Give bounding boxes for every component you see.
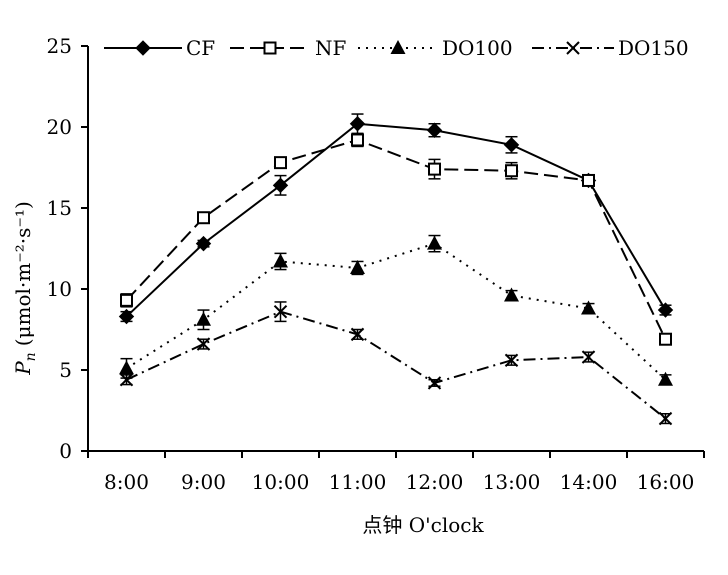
legend-label: CF [186,36,215,60]
data-point [272,177,289,194]
data-point [349,116,366,132]
data-point [658,371,673,386]
series-do150 [119,301,673,426]
legend-item-nf: NF [230,36,347,60]
legend-item-do150: DO150 [532,36,689,60]
y-axis-symbol: P [11,361,35,376]
data-point [427,235,442,250]
data-point [581,350,596,364]
data-point [350,259,365,274]
data-point [118,308,135,325]
y-tick-label: 5 [59,358,72,382]
legend-marker [263,41,277,55]
data-point [274,156,287,170]
y-axis-units: (μmol·m⁻²·s⁻¹) [11,201,35,346]
data-point [350,327,365,342]
y-tick-label: 0 [59,439,72,463]
legend-item-cf: CF [104,36,215,60]
data-point [657,302,674,318]
legend-marker [135,40,151,56]
data-point [581,300,596,315]
data-point [273,304,288,319]
series-do100 [119,234,673,386]
data-point [273,253,288,268]
x-tick-label: 10:00 [252,470,310,494]
legend-marker [390,40,406,54]
x-tick-label: 13:00 [483,470,541,494]
x-axis-title: 点钟 O'clock [362,513,484,537]
x-tick-label: 11:00 [329,470,387,494]
y-tick-label: 20 [47,115,72,139]
data-point [196,311,211,326]
axes: 0 5 10 15 20 25 8:00 9:00 10:00 11:00 12:00 13:00 14… [47,34,705,494]
x-tick-label: 12:00 [406,470,464,494]
legend-marker [566,41,580,55]
legend-label: DO100 [442,36,513,60]
series-nf [120,132,672,346]
series-layer [118,113,674,426]
series-line [126,310,667,420]
data-point [351,133,364,147]
data-point [119,360,134,375]
data-point [195,235,212,252]
data-point [503,137,520,153]
y-tick-label: 15 [47,196,72,220]
data-point [427,376,442,390]
x-tick-label: 9:00 [181,470,226,494]
y-tick-label: 10 [47,277,72,301]
y-axis-subscript: n [23,352,39,361]
legend-item-do100: DO100 [358,36,513,60]
data-point [659,332,672,346]
legend-label: NF [315,36,347,60]
data-point [428,162,441,176]
data-point [120,293,133,307]
x-tick-label: 16:00 [637,470,695,494]
series-line [125,122,667,318]
series-line [125,242,667,381]
data-point [504,287,519,302]
data-point [197,211,210,225]
legend: CF NF DO100 DO150 [104,36,689,60]
data-point [504,353,519,367]
data-point [426,122,443,138]
data-point [658,411,673,426]
series-line [125,138,667,340]
y-tick-label: 25 [47,34,72,58]
data-point [119,373,134,387]
data-point [196,337,211,351]
y-axis-title: Pn (μmol·m⁻²·s⁻¹) [11,201,39,376]
x-tick-label: 14:00 [560,470,618,494]
x-tick-label: 8:00 [104,470,149,494]
legend-label: DO150 [618,36,689,60]
data-point [505,164,518,178]
data-point [582,173,595,187]
